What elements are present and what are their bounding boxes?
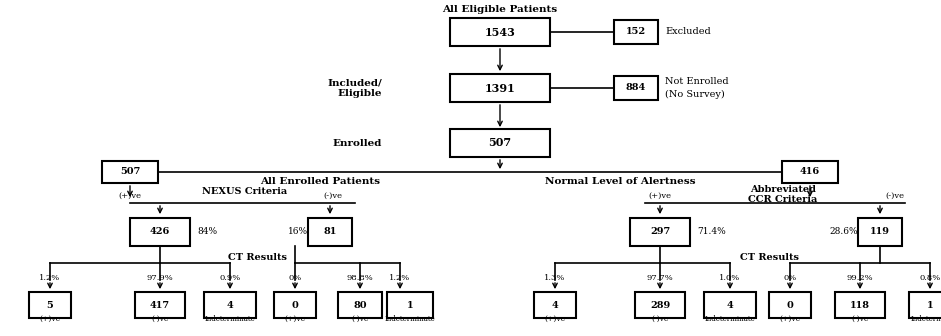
Text: 84%: 84% [197,227,217,237]
Text: (+)ve: (+)ve [545,315,566,323]
Text: Indeterminate: Indeterminate [705,315,756,323]
Text: CCR Criteria: CCR Criteria [748,195,818,204]
Text: Included/: Included/ [327,79,382,87]
Text: Normal Level of Alertness: Normal Level of Alertness [545,176,695,185]
Text: 97.7%: 97.7% [646,274,674,282]
Text: 5: 5 [47,300,54,309]
Text: 1.2%: 1.2% [390,274,410,282]
Bar [769,292,811,318]
Text: 297: 297 [650,227,670,237]
Bar [635,292,685,318]
Text: (-)ve: (-)ve [651,315,669,323]
Text: 0%: 0% [288,274,302,282]
Text: Abbreviated: Abbreviated [750,184,816,194]
Text: CT Results: CT Results [741,253,800,262]
Bar [338,292,382,318]
Text: All Eligible Patients: All Eligible Patients [442,4,558,13]
Text: 0: 0 [787,300,793,309]
Text: 507: 507 [488,137,512,149]
Text: 0.9%: 0.9% [219,274,241,282]
Text: All Enrolled Patients: All Enrolled Patients [260,176,380,185]
Text: 1.0%: 1.0% [719,274,741,282]
Text: (-)ve: (-)ve [152,315,168,323]
Text: 152: 152 [626,28,646,37]
Text: Enrolled: Enrolled [332,138,382,148]
Text: 0%: 0% [783,274,797,282]
Text: (-)ve: (-)ve [852,315,869,323]
Text: (+)ve: (+)ve [779,315,801,323]
Bar [909,292,941,318]
Text: Indeterminate: Indeterminate [385,315,436,323]
Text: (-)ve: (-)ve [885,192,904,200]
Text: 119: 119 [870,227,890,237]
Bar [29,292,71,318]
Text: 426: 426 [150,227,170,237]
Text: 118: 118 [850,300,870,309]
Text: Not Enrolled: Not Enrolled [665,78,728,86]
Text: 97.9%: 97.9% [147,274,173,282]
Bar [387,292,433,318]
Text: (+)ve: (+)ve [40,315,60,323]
Text: 81: 81 [324,227,337,237]
Bar [782,161,838,183]
Text: 0: 0 [292,300,298,309]
Text: Eligible: Eligible [338,88,382,97]
Text: (+)ve: (+)ve [648,192,672,200]
Text: (-)ve: (-)ve [351,315,369,323]
Text: (-)ve: (-)ve [324,192,343,200]
Text: Indeterminate: Indeterminate [204,315,255,323]
Text: Indetermin: Indetermin [910,315,941,323]
Text: 4: 4 [551,300,558,309]
Text: 1.2%: 1.2% [40,274,60,282]
Text: 1543: 1543 [485,27,516,38]
Text: 98.8%: 98.8% [346,274,374,282]
Text: 1: 1 [407,300,413,309]
Text: 417: 417 [150,300,170,309]
Bar [835,292,885,318]
Text: NEXUS Criteria: NEXUS Criteria [202,187,288,197]
Bar [204,292,256,318]
Bar [630,218,690,246]
Bar [135,292,185,318]
Bar [274,292,316,318]
Text: 1: 1 [927,300,933,309]
Bar [450,74,550,102]
Text: 0.8%: 0.8% [919,274,941,282]
Text: 289: 289 [650,300,670,309]
Text: Excluded: Excluded [665,28,710,37]
Text: 16%: 16% [288,227,308,237]
Text: 80: 80 [353,300,367,309]
Bar [130,218,190,246]
Bar [614,20,658,44]
Text: 99.2%: 99.2% [847,274,873,282]
Text: 28.6%: 28.6% [829,227,858,237]
Text: (No Survey): (No Survey) [665,89,725,98]
Text: 71.4%: 71.4% [697,227,726,237]
Bar [450,18,550,46]
Bar [858,218,902,246]
Text: (+)ve: (+)ve [119,192,141,200]
Text: 4: 4 [227,300,233,309]
Bar [614,76,658,100]
Bar [534,292,576,318]
Text: 507: 507 [120,168,140,176]
Bar [704,292,756,318]
Bar [450,129,550,157]
Text: (+)ve: (+)ve [284,315,306,323]
Text: 884: 884 [626,84,646,92]
Text: 1391: 1391 [485,83,516,93]
Bar [102,161,158,183]
Text: CT Results: CT Results [229,253,288,262]
Text: 1.3%: 1.3% [544,274,566,282]
Text: 4: 4 [726,300,733,309]
Bar [308,218,352,246]
Text: 416: 416 [800,168,820,176]
